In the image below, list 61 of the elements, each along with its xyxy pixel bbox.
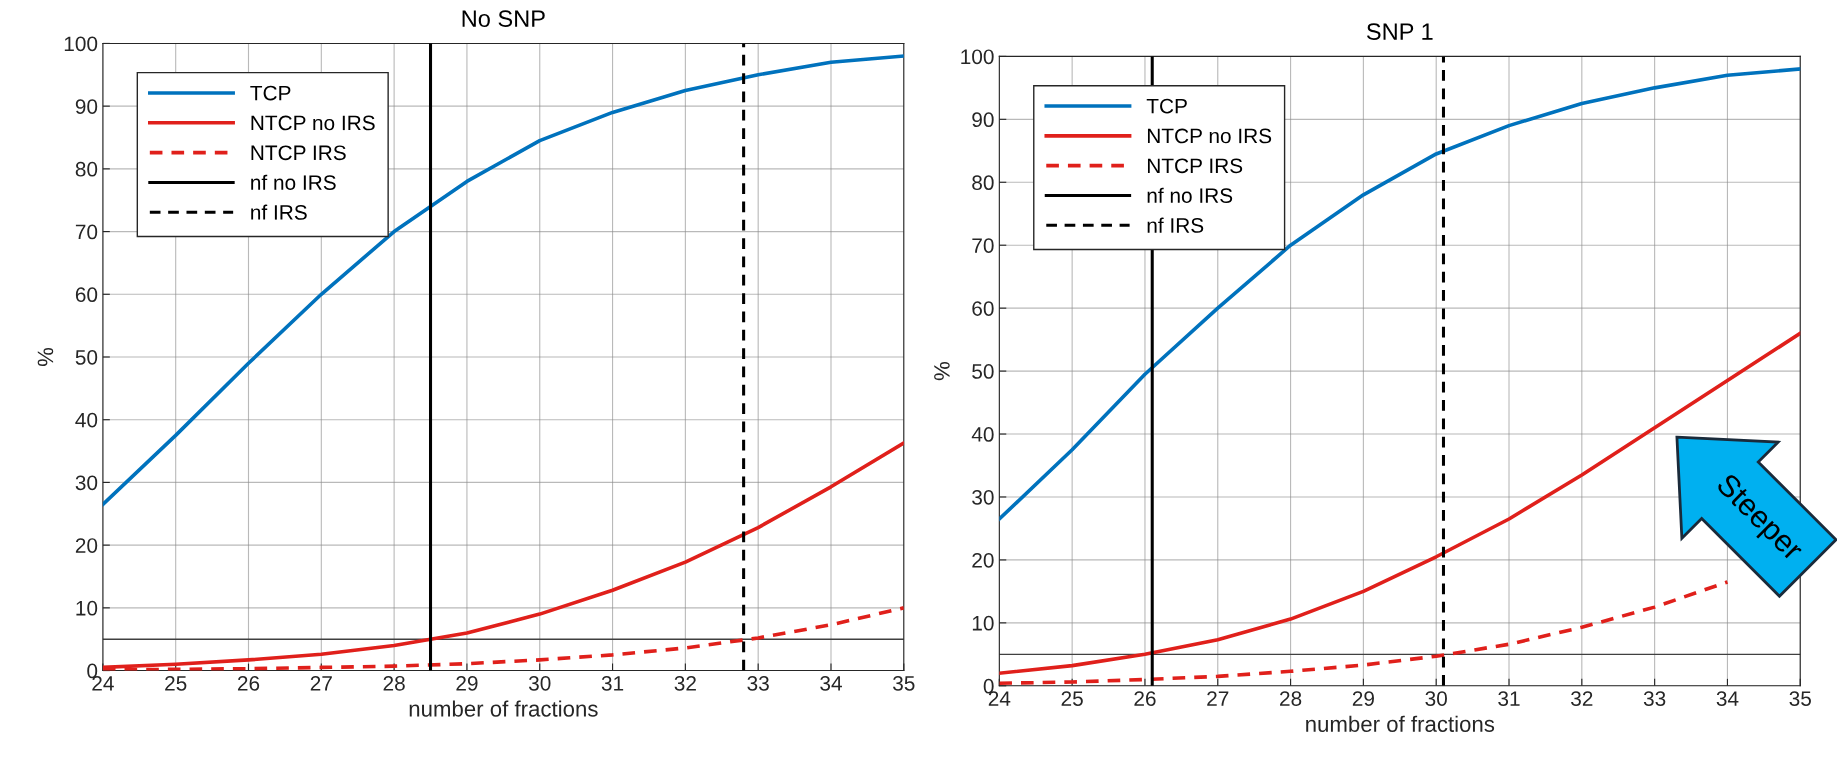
y-tick-label: 20 bbox=[75, 538, 98, 553]
x-tick-label: 34 bbox=[820, 675, 842, 691]
y-tick-label: 50 bbox=[75, 350, 98, 365]
line-series bbox=[999, 331, 1801, 676]
x-tick-label: 31 bbox=[1498, 691, 1520, 706]
x-tick-label: 35 bbox=[893, 675, 915, 691]
legend-label: NTCP IRS bbox=[251, 145, 346, 161]
x-tick-label: 33 bbox=[1643, 691, 1666, 706]
x-tick-label: 28 bbox=[1280, 691, 1302, 706]
x-tick-label: 26 bbox=[237, 675, 260, 691]
legend-label: nf no IRS bbox=[1147, 187, 1233, 203]
legend-label: NTCP IRS bbox=[1147, 158, 1243, 174]
line-series bbox=[102, 54, 904, 507]
legend-label: NTCP no IRS bbox=[251, 115, 375, 131]
y-tick-label: 10 bbox=[972, 615, 994, 631]
y-tick-label: 40 bbox=[971, 427, 994, 442]
x-axis-title: number of fractions bbox=[1306, 715, 1495, 732]
y-tick-label: 60 bbox=[75, 287, 98, 303]
y-tick-label: 90 bbox=[75, 99, 98, 114]
x-tick-label: 34 bbox=[1716, 691, 1739, 706]
y-tick-label: 100 bbox=[64, 36, 98, 52]
x-tick-label: 25 bbox=[165, 675, 187, 691]
y-tick-label: 100 bbox=[961, 49, 994, 65]
y-tick-label: 40 bbox=[75, 412, 98, 428]
x-tick-label: 30 bbox=[528, 675, 551, 691]
y-tick-label: 60 bbox=[972, 301, 994, 316]
chart-title: No SNP bbox=[462, 10, 545, 27]
x-tick-label: 29 bbox=[456, 675, 478, 691]
y-tick-label: 30 bbox=[972, 489, 994, 505]
y-tick-label: 30 bbox=[75, 475, 98, 491]
legend-label: nf no IRS bbox=[251, 174, 336, 190]
x-tick-label: 32 bbox=[674, 675, 696, 691]
y-tick-label: 90 bbox=[972, 112, 994, 128]
x-tick-label: 28 bbox=[383, 675, 405, 691]
x-tick-label: 27 bbox=[310, 675, 332, 691]
y-tick-label: 50 bbox=[972, 364, 994, 379]
legend-label: NTCP no IRS bbox=[1147, 128, 1272, 144]
legend-label: nf IRS bbox=[1147, 217, 1204, 233]
x-tick-label: 30 bbox=[1425, 691, 1447, 706]
y-axis-title: % bbox=[37, 347, 54, 367]
y-tick-label: 10 bbox=[76, 600, 98, 616]
legend-label: TCP bbox=[1146, 98, 1187, 114]
x-tick-label: 35 bbox=[1789, 691, 1811, 706]
x-axis-title: number of fractions bbox=[409, 700, 598, 717]
y-axis-title: % bbox=[934, 362, 950, 381]
x-tick-label: 33 bbox=[747, 675, 769, 691]
y-tick-label: 80 bbox=[972, 175, 994, 191]
y-tick-label: 20 bbox=[972, 552, 994, 568]
y-tick-label: 80 bbox=[75, 161, 98, 177]
x-tick-label: 29 bbox=[1352, 691, 1374, 706]
x-tick-label: 32 bbox=[1571, 691, 1593, 706]
line-series bbox=[999, 580, 1730, 686]
x-tick-label: 31 bbox=[601, 675, 624, 691]
legend-label: TCP bbox=[250, 85, 291, 101]
x-tick-label: 26 bbox=[1134, 691, 1156, 706]
chart-title: SNP 1 bbox=[1366, 23, 1433, 40]
x-tick-label: 25 bbox=[1061, 691, 1083, 706]
y-tick-label: 70 bbox=[972, 238, 994, 253]
x-tick-label: 27 bbox=[1207, 691, 1229, 706]
legend-label: nf IRS bbox=[251, 204, 307, 220]
y-tick-label: 70 bbox=[75, 224, 98, 240]
